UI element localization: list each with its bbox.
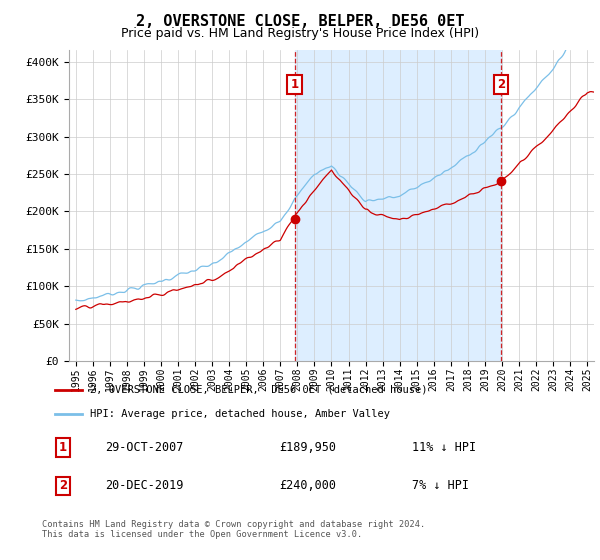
Text: 2, OVERSTONE CLOSE, BELPER, DE56 0ET: 2, OVERSTONE CLOSE, BELPER, DE56 0ET — [136, 14, 464, 29]
Text: £240,000: £240,000 — [280, 479, 337, 492]
Text: 20-DEC-2019: 20-DEC-2019 — [106, 479, 184, 492]
Text: 2, OVERSTONE CLOSE, BELPER,  DE56 0ET (detached house): 2, OVERSTONE CLOSE, BELPER, DE56 0ET (de… — [89, 385, 427, 395]
Text: 2: 2 — [59, 479, 67, 492]
Bar — [295, 50, 502, 361]
Text: 2: 2 — [497, 78, 506, 91]
Text: 7% ↓ HPI: 7% ↓ HPI — [412, 479, 469, 492]
Text: 1: 1 — [290, 78, 299, 91]
Text: Price paid vs. HM Land Registry's House Price Index (HPI): Price paid vs. HM Land Registry's House … — [121, 27, 479, 40]
Text: 11% ↓ HPI: 11% ↓ HPI — [412, 441, 476, 454]
Text: 29-OCT-2007: 29-OCT-2007 — [106, 441, 184, 454]
Text: 1: 1 — [59, 441, 67, 454]
Text: £189,950: £189,950 — [280, 441, 337, 454]
Text: Contains HM Land Registry data © Crown copyright and database right 2024.
This d: Contains HM Land Registry data © Crown c… — [42, 520, 425, 539]
Text: HPI: Average price, detached house, Amber Valley: HPI: Average price, detached house, Ambe… — [89, 409, 389, 419]
